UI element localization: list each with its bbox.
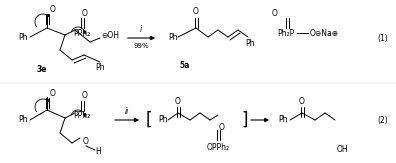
Text: (1): (1): [378, 34, 388, 43]
Text: 5a: 5a: [180, 60, 190, 69]
Text: Ph: Ph: [18, 116, 27, 125]
Text: O: O: [50, 89, 56, 97]
Text: O: O: [299, 97, 305, 106]
Text: Ph: Ph: [278, 116, 287, 125]
Text: O: O: [272, 8, 278, 17]
Text: ⊖OH: ⊖OH: [101, 31, 119, 40]
Text: i: i: [140, 25, 142, 35]
Text: O: O: [82, 8, 88, 17]
Text: Ph: Ph: [18, 32, 27, 42]
Text: OPPh₂: OPPh₂: [206, 142, 230, 151]
Text: 3e: 3e: [37, 66, 47, 74]
Text: Ph: Ph: [168, 32, 177, 42]
Text: H: H: [95, 147, 101, 156]
Text: PPh₂: PPh₂: [73, 29, 91, 37]
Text: Ph: Ph: [158, 116, 168, 125]
Text: Ph₂P: Ph₂P: [277, 29, 294, 37]
Text: O: O: [193, 7, 199, 16]
Text: PPh₂: PPh₂: [73, 111, 91, 120]
Text: [: [: [146, 111, 152, 129]
Text: (2): (2): [378, 116, 388, 125]
Text: 99%: 99%: [133, 43, 149, 49]
Text: O: O: [219, 124, 225, 133]
Text: Ph: Ph: [245, 38, 255, 47]
Text: O⊖Na⊕: O⊖Na⊕: [310, 29, 339, 37]
Text: Ph: Ph: [95, 64, 105, 73]
Text: O: O: [83, 138, 89, 147]
Text: O: O: [175, 97, 181, 106]
Text: O: O: [82, 91, 88, 101]
Text: O: O: [50, 6, 56, 15]
Text: ii: ii: [125, 108, 129, 117]
Text: ]: ]: [242, 111, 248, 129]
Text: OH: OH: [336, 146, 348, 155]
